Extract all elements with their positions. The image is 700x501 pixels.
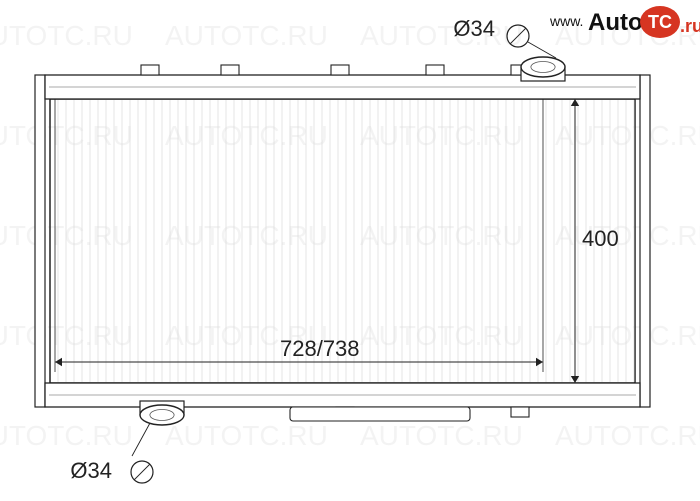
mount-tab (511, 407, 529, 417)
mount-tab (331, 65, 349, 75)
header-plate-bottom (45, 383, 640, 407)
radiator-diagram: AUTOTC.RU AUTOTC.RU AUTOTC.RU AUTOTC.RU AUTO… (0, 0, 700, 501)
end-flange-left (35, 75, 45, 407)
watermark-text: AUTOTC.RU (0, 20, 133, 51)
logo-tc: TC (648, 12, 672, 32)
dia-leader-outlet-label: Ø34 (70, 458, 112, 483)
watermark-text: AUTOTC.RU (165, 20, 328, 51)
dia-leader-inlet-label: Ø34 (453, 16, 495, 41)
watermark-text: AUTOTC.RU (555, 420, 700, 451)
logo-auto: Auto (588, 9, 643, 36)
watermark-text: AUTOTC.RU (165, 420, 328, 451)
dimension-width-label: 728/738 (280, 336, 360, 361)
watermark-text: AUTOTC.RU (0, 320, 133, 351)
watermark-text: AUTOTC.RU (360, 320, 523, 351)
mount-tab (221, 65, 239, 75)
watermark-text: AUTOTC.RU (165, 120, 328, 151)
watermark-text: AUTOTC.RU (555, 320, 700, 351)
mount-tab (426, 65, 444, 75)
end-flange-right (640, 75, 650, 407)
inlet-port (521, 57, 565, 81)
bottom-bracket (290, 407, 470, 421)
logo-ru: .ru (680, 16, 700, 36)
watermark-text: AUTOTC.RU (0, 120, 133, 151)
watermark-text: AUTOTC.RU (555, 120, 700, 151)
watermark-text: AUTOTC.RU (165, 220, 328, 251)
mount-tab (141, 65, 159, 75)
outlet-port (140, 401, 184, 425)
watermark-text: AUTOTC.RU (0, 420, 133, 451)
watermark-text: AUTOTC.RU (360, 120, 523, 151)
watermark-text: AUTOTC.RU (360, 420, 523, 451)
logo-www: www. (549, 13, 583, 29)
dimension-height-label: 400 (582, 226, 619, 251)
watermark-text: AUTOTC.RU (360, 20, 523, 51)
watermark-text: AUTOTC.RU (0, 220, 133, 251)
watermark-text: AUTOTC.RU (555, 220, 700, 251)
watermark-text: AUTOTC.RU (360, 220, 523, 251)
